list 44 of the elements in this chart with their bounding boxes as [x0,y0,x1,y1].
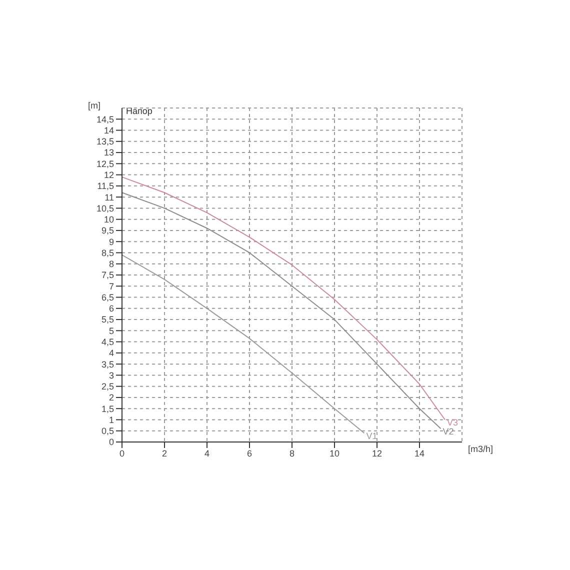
x-tick-label: 12 [372,448,382,458]
y-tick-label: 9,5 [101,226,114,236]
y-axis-title: [m] [88,100,100,110]
x-tick-label: 0 [119,448,125,458]
y-tick-label: 10 [104,214,114,225]
y-tick-label: 5,5 [101,314,114,325]
y-tick-label: 13 [104,148,114,158]
y-tick-label: 2 [108,392,114,403]
x-tick-label: 10 [329,448,340,458]
y-tick-label: 1 [108,414,114,425]
y-tick-label: 6 [108,304,114,314]
x-tick-label: 8 [289,448,295,458]
y-tick-label: 4,5 [101,336,114,347]
y-tick-label: 11 [104,192,114,202]
y-tick-label: 0 [108,437,114,448]
x-tick-label: 4 [204,448,210,458]
x-tick-label: 6 [246,448,252,458]
y-tick-label: 2,5 [101,382,114,392]
y-tick-label: 0,5 [101,426,114,436]
y-tick-label: 10,5 [96,203,114,214]
y-tick-label: 3,5 [101,359,114,370]
y-tick-label: 1,5 [101,404,114,414]
y-tick-label: 4 [108,348,114,358]
y-tick-label: 8,5 [101,248,114,258]
y-tick-label: 9 [108,236,114,247]
y-tick-label: 8 [108,259,114,270]
y-tick-label: 7 [108,281,114,292]
y-tick-label: 3 [108,370,114,380]
x-tick-label: 2 [162,448,168,458]
y-tick-label: 6,5 [101,292,114,302]
y-tick-label: 11,5 [97,181,114,192]
y-tick-label: 12,5 [96,158,114,169]
series-label: V3 [447,418,458,428]
chart-title: Напор [126,106,152,116]
y-tick-label: 14 [104,125,114,136]
y-tick-label: 5 [108,326,114,336]
y-tick-label: 13,5 [96,136,114,147]
x-axis-title: [m3/h] [468,444,494,454]
y-tick-label: 7,5 [101,270,114,280]
y-tick-label: 14,5 [96,114,114,124]
series-label: V1 [366,431,378,442]
y-tick-label: 12 [104,170,114,180]
series-label: V2 [442,426,454,437]
x-tick-label: 14 [414,448,425,458]
